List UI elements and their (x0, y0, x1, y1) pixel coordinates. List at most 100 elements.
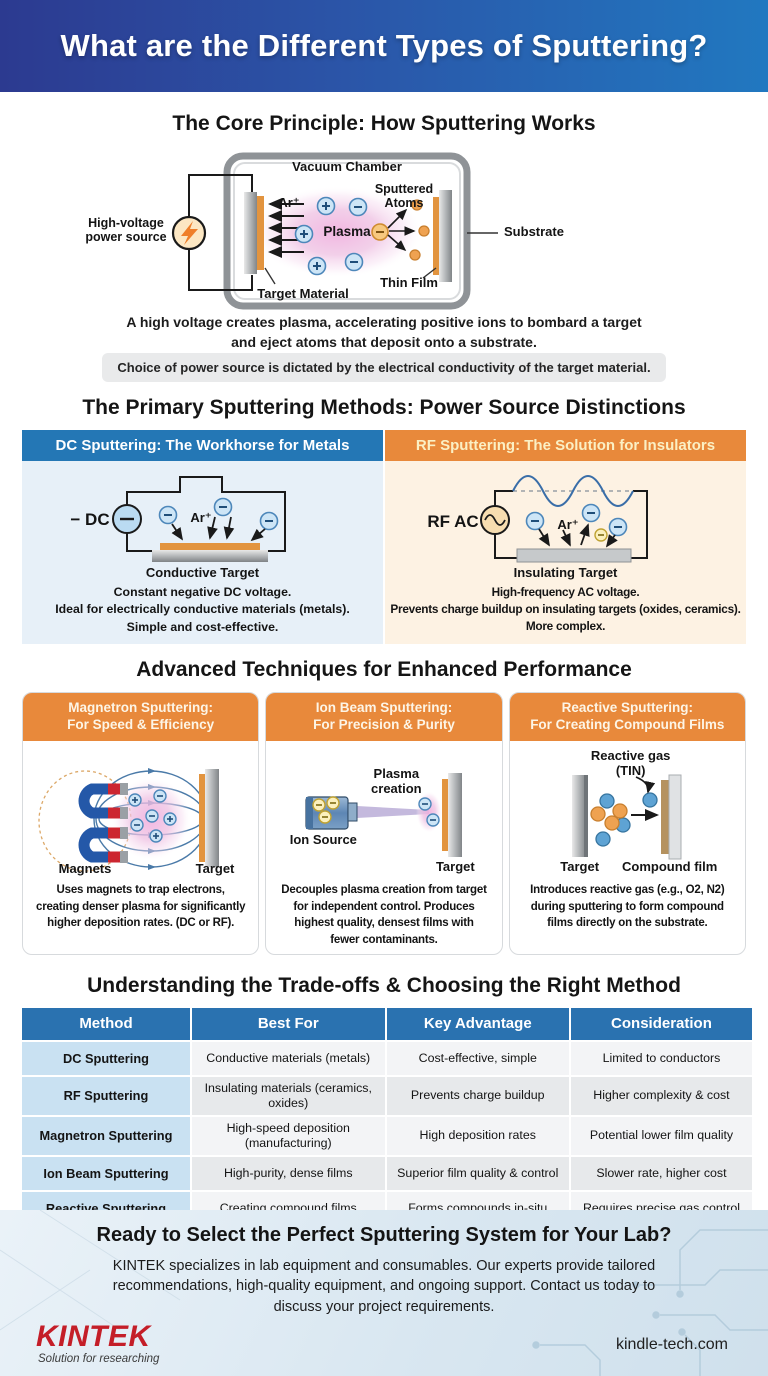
rf-arrows (538, 523, 618, 548)
reactive-card-body: Reactive gas (TIN) Target Compound film … (510, 741, 745, 954)
reactive-target-bar (571, 775, 586, 857)
footer-heading: Ready to Select the Perfect Sputtering S… (96, 1224, 672, 1246)
ion-source-label: Ion Source (289, 832, 357, 847)
table-cell: Cost-effective, simple (386, 1042, 569, 1075)
col-header-best-for: Best For (191, 1008, 385, 1040)
sputtered-atom-arrows (387, 208, 416, 252)
magnetron-diagram: Magnets Target (23, 743, 258, 879)
sine-wave (512, 475, 634, 507)
magnetron-target-label: Target (195, 861, 235, 876)
primary-panels: DC Sputtering: The Workhorse for Metals (22, 430, 746, 644)
reactive-card: Reactive Sputtering: For Creating Compou… (508, 692, 746, 955)
magnet-top (78, 783, 128, 819)
table-cell: Conductive materials (metals) (191, 1042, 385, 1075)
ion-beam-card-title: Ion Beam Sputtering: For Precision & Pur… (266, 693, 502, 741)
page-title: What are the Different Types of Sputteri… (60, 28, 708, 63)
substrate-label: Substrate (504, 224, 564, 239)
core-caption: A high voltage creates plasma, accelerat… (126, 314, 642, 351)
table-heading: Understanding the Trade-offs & Choosing … (87, 974, 681, 997)
col-header-method: Method (22, 1008, 190, 1040)
plasma-label: Plasma (323, 224, 371, 239)
dc-wires (126, 476, 286, 552)
table-cell: Potential lower film quality (570, 1117, 752, 1155)
magnetron-card-body: Magnets Target Uses magnets to trap elec… (23, 741, 258, 954)
dc-panel-title: DC Sputtering: The Workhorse for Metals (22, 430, 383, 461)
dc-diagram-art (112, 476, 286, 562)
ion-source-nozzle (347, 802, 358, 822)
comparison-table: Method Best For Key Advantage Considerat… (22, 1008, 752, 1225)
footer-cta: Ready to Select the Perfect Sputtering S… (0, 1210, 768, 1376)
target-coating (257, 196, 264, 270)
dc-target-bar (152, 550, 268, 562)
footer-body: KINTEK specializes in lab equipment and … (112, 1258, 656, 1315)
primary-methods-heading: The Primary Sputtering Methods: Power So… (82, 396, 686, 419)
rf-target-bar (516, 548, 632, 563)
ion-beam-target-bar (448, 773, 463, 857)
reactive-card-title: Reactive Sputtering: For Creating Compou… (509, 693, 745, 741)
vacuum-chamber-label: Vacuum Chamber (292, 159, 402, 174)
rf-sputtering-panel: RF Sputtering: The Solution for Insulato… (385, 430, 746, 644)
ion-beam-card-body: Plasma creation Ion Source Target Decoup… (266, 741, 501, 954)
magnetron-diagram-art (38, 768, 219, 872)
magnetron-card: Magnetron Sputtering: For Speed & Effici… (22, 692, 260, 955)
table-cell: Ion Beam Sputtering (22, 1157, 190, 1190)
dc-target-label: Conductive Target (145, 565, 260, 580)
kintek-tagline: Solution for researching (38, 1353, 160, 1365)
note-box: Choice of power source is dictated by th… (102, 353, 666, 382)
dc-arrows (171, 516, 266, 542)
target-material-label: Target Material (257, 286, 349, 301)
website-link[interactable]: kindle-tech.com (615, 1336, 728, 1353)
table-cell: Higher complexity & cost (570, 1077, 752, 1115)
table-cell: Magnetron Sputtering (22, 1117, 190, 1155)
table-cell: High deposition rates (386, 1117, 569, 1155)
table-cell: Slower rate, higher cost (570, 1157, 752, 1190)
magnets-label: Magnets (58, 861, 112, 876)
rf-panel-title: RF Sputtering: The Solution for Insulato… (385, 430, 746, 461)
rf-diagram: RF AC Ar⁺ (385, 466, 746, 564)
circuit-pattern (0, 1210, 768, 1376)
dc-diagram: − DC Ar⁺ (22, 466, 383, 564)
reactive-gas-label: Reactive gas (TIN) (590, 748, 671, 778)
dc-target-coating (160, 543, 260, 550)
table-cell: Prevents charge buildup (386, 1077, 569, 1115)
core-diagram-art (171, 152, 498, 310)
pointer-lines (264, 232, 498, 285)
col-header-consideration: Consideration (570, 1008, 752, 1040)
magnetron-description: Uses magnets to trap electrons, creating… (36, 884, 246, 930)
rf-target-label: Insulating Target (513, 565, 618, 580)
magnetron-target-bar (205, 769, 219, 867)
table-cell: DC Sputtering (22, 1042, 190, 1075)
ion-beam-description: Decouples plasma creation from target fo… (281, 884, 487, 947)
table-cell: RF Sputtering (22, 1077, 190, 1115)
magnetron-card-title: Magnetron Sputtering: For Speed & Effici… (23, 693, 259, 741)
dc-sputtering-panel: DC Sputtering: The Workhorse for Metals (22, 430, 383, 644)
rf-diagram-art (480, 475, 648, 563)
kintek-logo: KINTEK (36, 1320, 151, 1353)
reactive-diagram: Reactive gas (TIN) Target Compound film (510, 743, 745, 879)
table-cell: Superior film quality & control (386, 1157, 569, 1190)
lightning-bolt-icon (181, 221, 198, 245)
reactive-description: Introduces reactive gas (e.g., O2, N2) d… (530, 884, 725, 930)
power-source-label: High-voltage power source (85, 216, 167, 245)
sputtered-atoms-label: Sputtered Atoms (374, 182, 434, 211)
rf-description: High-frequency AC voltage. Prevents char… (390, 585, 741, 633)
dc-argon-label: Ar⁺ (190, 510, 212, 525)
rf-source-label: RF AC (427, 512, 479, 531)
core-principle-heading: The Core Principle: How Sputtering Works (172, 112, 596, 135)
plasma-creation-label: Plasma creation (371, 766, 422, 796)
table-cell: Limited to conductors (570, 1042, 752, 1075)
reactive-target-label: Target (560, 859, 600, 874)
ion-beam-target-label: Target (435, 859, 475, 874)
gas-atoms (590, 792, 658, 847)
thin-film-label: Thin Film (380, 275, 438, 290)
ion-beam-diagram: Plasma creation Ion Source Target (266, 743, 501, 879)
table-cell: High-purity, dense films (191, 1157, 385, 1190)
plasma-cloud (251, 186, 423, 278)
dc-source-label: − DC (70, 510, 110, 529)
ion-beam-card: Ion Beam Sputtering: For Precision & Pur… (265, 692, 503, 955)
compound-film-label: Compound film (621, 859, 718, 874)
reactive-diagram-art (571, 774, 682, 860)
advanced-cards: Magnetron Sputtering: For Speed & Effici… (22, 692, 746, 955)
header-banner: What are the Different Types of Sputteri… (0, 0, 768, 92)
